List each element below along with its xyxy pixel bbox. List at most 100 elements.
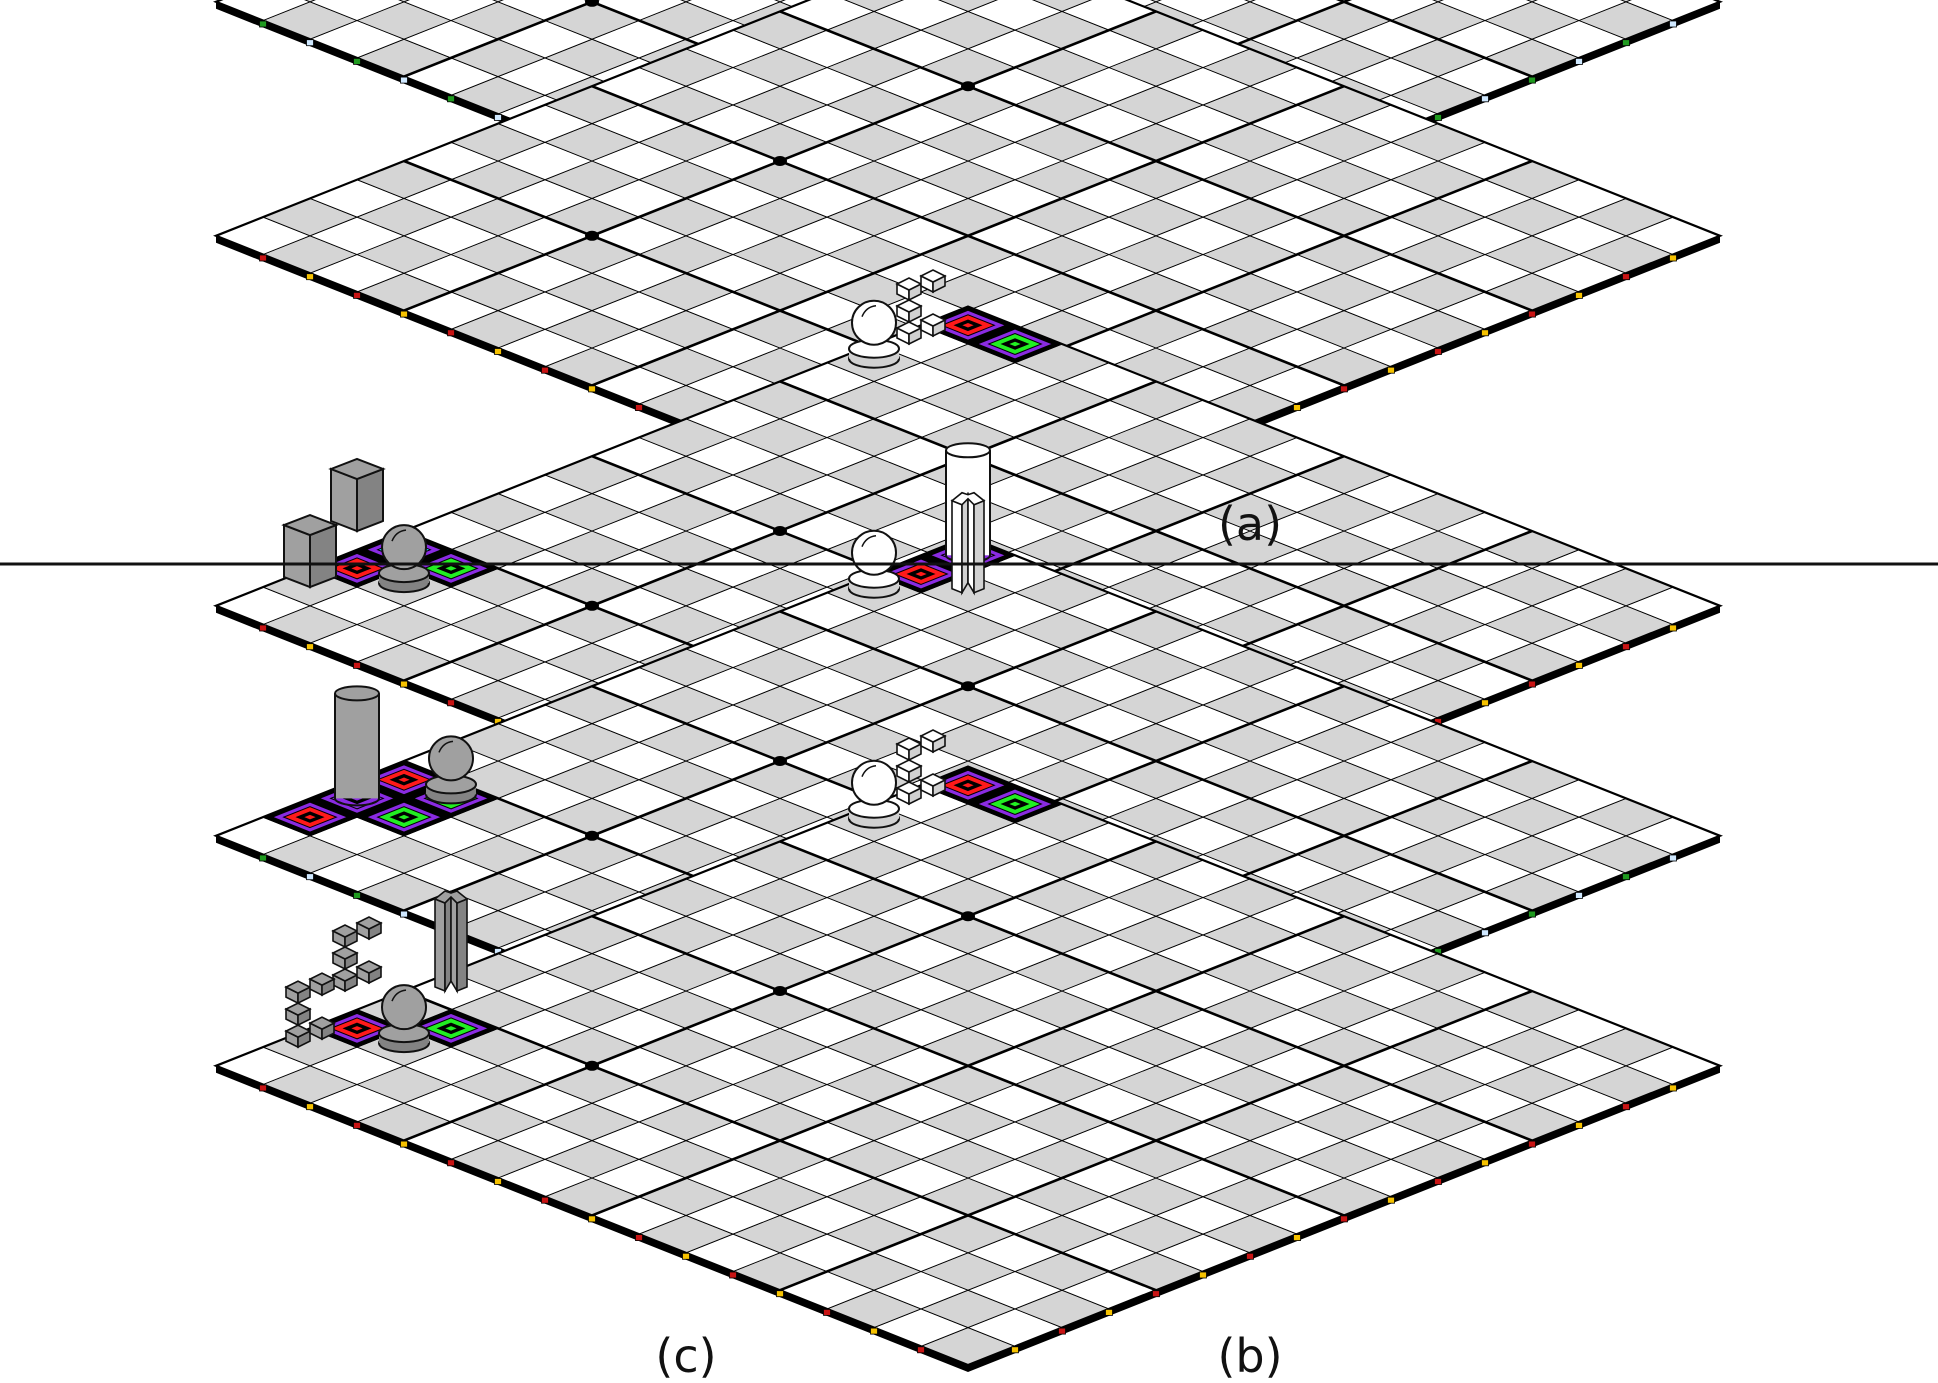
board-square[interactable] xyxy=(451,0,545,3)
box-piece xyxy=(328,457,386,533)
board-square[interactable] xyxy=(1436,0,1534,21)
sphere-piece xyxy=(848,299,900,369)
board-square[interactable] xyxy=(827,0,921,12)
highlight-square xyxy=(966,324,1064,364)
star-point xyxy=(585,1060,599,1071)
edge-marker xyxy=(1293,1234,1301,1241)
edge-marker xyxy=(1434,348,1442,355)
board-square[interactable] xyxy=(402,0,500,21)
edge-marker xyxy=(541,366,549,374)
star-point xyxy=(961,81,975,92)
edge-marker xyxy=(635,404,643,412)
board-bc-bottom xyxy=(213,729,1723,1372)
edge-marker xyxy=(1669,1084,1677,1092)
box-piece xyxy=(281,514,339,589)
board-square[interactable] xyxy=(1203,0,1297,3)
board-square[interactable] xyxy=(1530,0,1628,21)
sphere-piece xyxy=(378,984,430,1054)
sphere-piece xyxy=(378,524,430,594)
board-square[interactable] xyxy=(357,0,451,3)
edge-marker xyxy=(494,1178,502,1185)
board-square[interactable] xyxy=(1485,0,1579,3)
edge-marker xyxy=(306,39,314,47)
edge-marker xyxy=(1669,624,1677,632)
edge-marker xyxy=(588,385,596,393)
edge-marker xyxy=(1669,254,1677,262)
edge-marker xyxy=(306,643,314,651)
edge-marker xyxy=(1528,680,1536,688)
board-square[interactable] xyxy=(966,0,1064,31)
edge-marker xyxy=(1575,58,1583,65)
edge-marker xyxy=(400,910,408,918)
star-column-piece xyxy=(433,890,469,994)
edge-marker xyxy=(353,892,361,899)
board-square[interactable] xyxy=(921,0,1015,12)
star-point xyxy=(773,986,787,996)
edge-marker xyxy=(1387,1196,1395,1204)
board-square[interactable] xyxy=(1579,0,1673,3)
star-point xyxy=(585,830,599,841)
board-square[interactable] xyxy=(733,0,827,3)
star-point xyxy=(961,911,975,922)
edge-marker xyxy=(541,1196,549,1204)
edge-marker xyxy=(823,1309,831,1316)
edge-marker xyxy=(1387,366,1395,374)
board-square[interactable] xyxy=(1154,0,1252,21)
stairs-piece xyxy=(331,916,383,993)
edge-marker xyxy=(353,1122,361,1129)
edge-marker xyxy=(1669,854,1677,862)
board-square[interactable] xyxy=(1109,0,1203,3)
star-point xyxy=(961,681,975,692)
edge-marker xyxy=(1481,699,1489,707)
board-square[interactable] xyxy=(1015,0,1109,12)
edge-marker xyxy=(1199,1271,1207,1279)
board-square[interactable] xyxy=(1391,0,1485,3)
edge-marker xyxy=(259,854,267,862)
edge-marker xyxy=(1575,1122,1583,1129)
edge-marker xyxy=(1481,95,1489,103)
edge-marker xyxy=(353,58,361,65)
edge-marker xyxy=(1622,39,1630,47)
highlight-square xyxy=(261,797,359,837)
edge-marker xyxy=(1340,385,1348,393)
edge-marker xyxy=(400,680,408,688)
edge-marker xyxy=(1528,910,1536,918)
edge-marker xyxy=(1622,1103,1630,1111)
star-point xyxy=(773,526,787,536)
edge-marker xyxy=(259,20,267,28)
edge-marker xyxy=(306,273,314,281)
star-point xyxy=(585,0,599,7)
edge-marker xyxy=(1622,873,1630,881)
edge-marker xyxy=(1575,291,1583,299)
highlight-square xyxy=(966,784,1064,824)
board-square[interactable] xyxy=(639,0,733,3)
edge-marker xyxy=(353,662,361,669)
board-square[interactable] xyxy=(263,0,357,3)
edge-marker xyxy=(1481,929,1489,937)
edge-marker xyxy=(447,329,455,337)
edge-marker xyxy=(400,310,408,318)
highlight-square xyxy=(402,1009,500,1048)
edge-marker xyxy=(870,1327,878,1335)
edge-marker xyxy=(1622,643,1630,651)
edge-marker xyxy=(259,254,267,262)
board-square[interactable] xyxy=(684,0,782,21)
caption-b: (b) xyxy=(1217,1329,1282,1383)
edge-marker xyxy=(1105,1309,1113,1316)
edge-marker xyxy=(1528,1140,1536,1148)
edge-marker xyxy=(1528,310,1536,318)
edge-marker xyxy=(494,114,502,121)
edge-marker xyxy=(306,873,314,881)
caption-a: (a) xyxy=(1218,497,1282,551)
edge-marker xyxy=(447,95,455,103)
board-square[interactable] xyxy=(872,0,970,31)
edge-marker xyxy=(1340,1215,1348,1223)
edge-marker xyxy=(917,1346,925,1354)
edge-marker xyxy=(400,76,408,84)
board-square[interactable] xyxy=(308,0,406,21)
cylinder-piece xyxy=(334,685,380,807)
edge-marker xyxy=(1481,1159,1489,1167)
caption-c: (c) xyxy=(655,1329,716,1383)
edge-marker xyxy=(1434,1178,1442,1185)
